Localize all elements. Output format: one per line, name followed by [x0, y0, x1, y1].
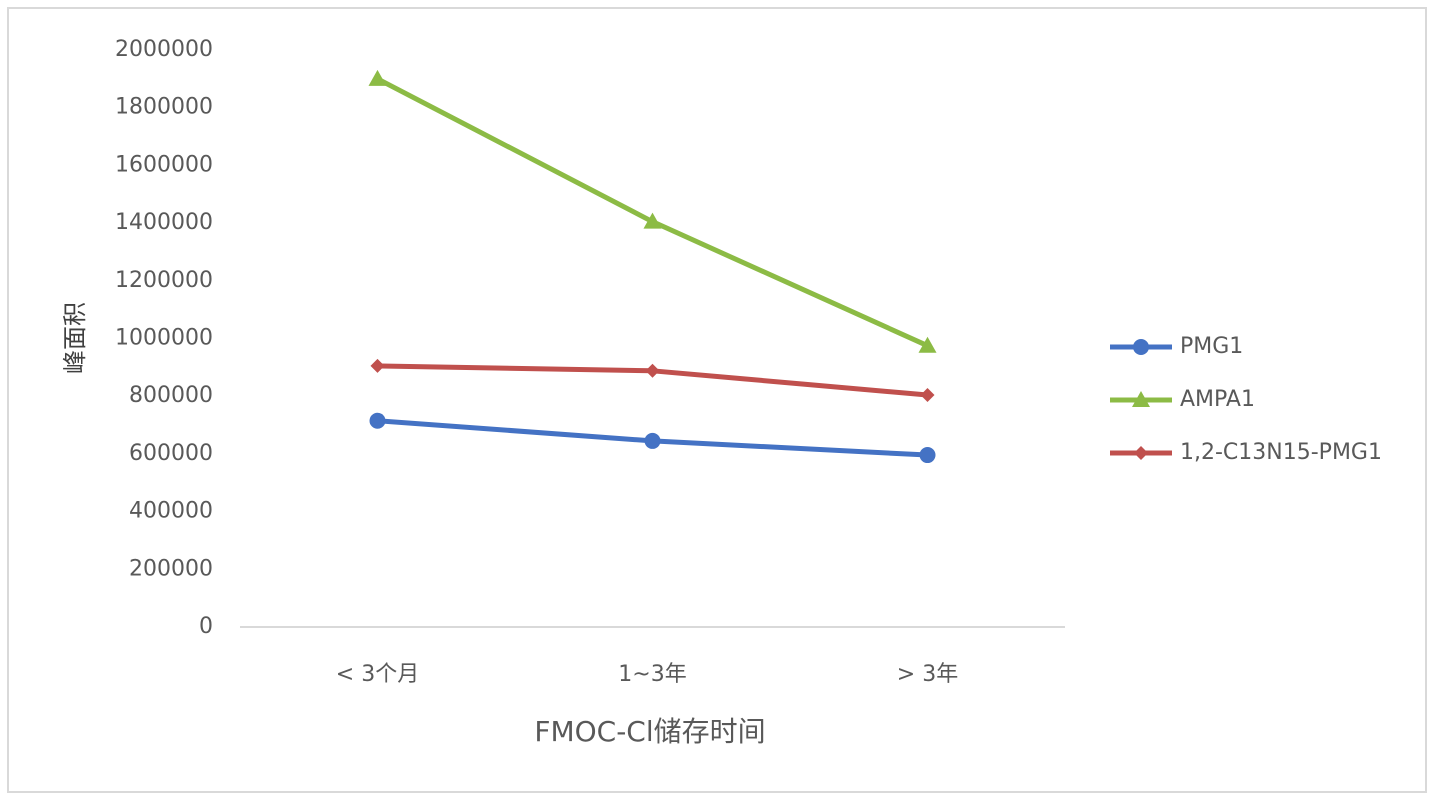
marker [918, 336, 937, 353]
marker [645, 363, 660, 378]
chart-border [7, 7, 1427, 793]
y-tick-label: 1200000 [115, 268, 213, 293]
y-axis-label: 峰面积 [61, 302, 89, 374]
marker [920, 388, 935, 403]
y-tick-label: 1400000 [115, 210, 213, 235]
y-tick-label: 1600000 [115, 152, 213, 177]
y-tick-label: 200000 [129, 556, 213, 581]
y-tick-label: 600000 [129, 441, 213, 466]
y-tick-label: 1000000 [115, 326, 213, 351]
legend-label: PMG1 [1180, 334, 1243, 359]
y-tick-label: 800000 [129, 383, 213, 408]
x-tick-label: < 3个月 [336, 662, 419, 687]
y-tick-label: 0 [199, 614, 213, 639]
marker [368, 69, 387, 86]
x-tick-label: > 3年 [897, 662, 958, 687]
y-tick-label: 1800000 [115, 95, 213, 120]
y-tick-label: 400000 [129, 499, 213, 524]
marker [643, 212, 662, 229]
marker [644, 432, 661, 449]
legend-label: 1,2-C13N15-PMG1 [1180, 440, 1382, 465]
marker [1133, 339, 1149, 355]
marker [1132, 391, 1150, 407]
y-tick-label: 2000000 [115, 37, 213, 62]
x-axis-label: FMOC-Cl储存时间 [534, 715, 765, 748]
x-tick-label: 1~3年 [618, 662, 686, 687]
marker [919, 447, 936, 464]
legend-label: AMPA1 [1180, 387, 1255, 412]
marker [1134, 446, 1148, 460]
marker [370, 358, 385, 373]
marker [369, 412, 386, 429]
